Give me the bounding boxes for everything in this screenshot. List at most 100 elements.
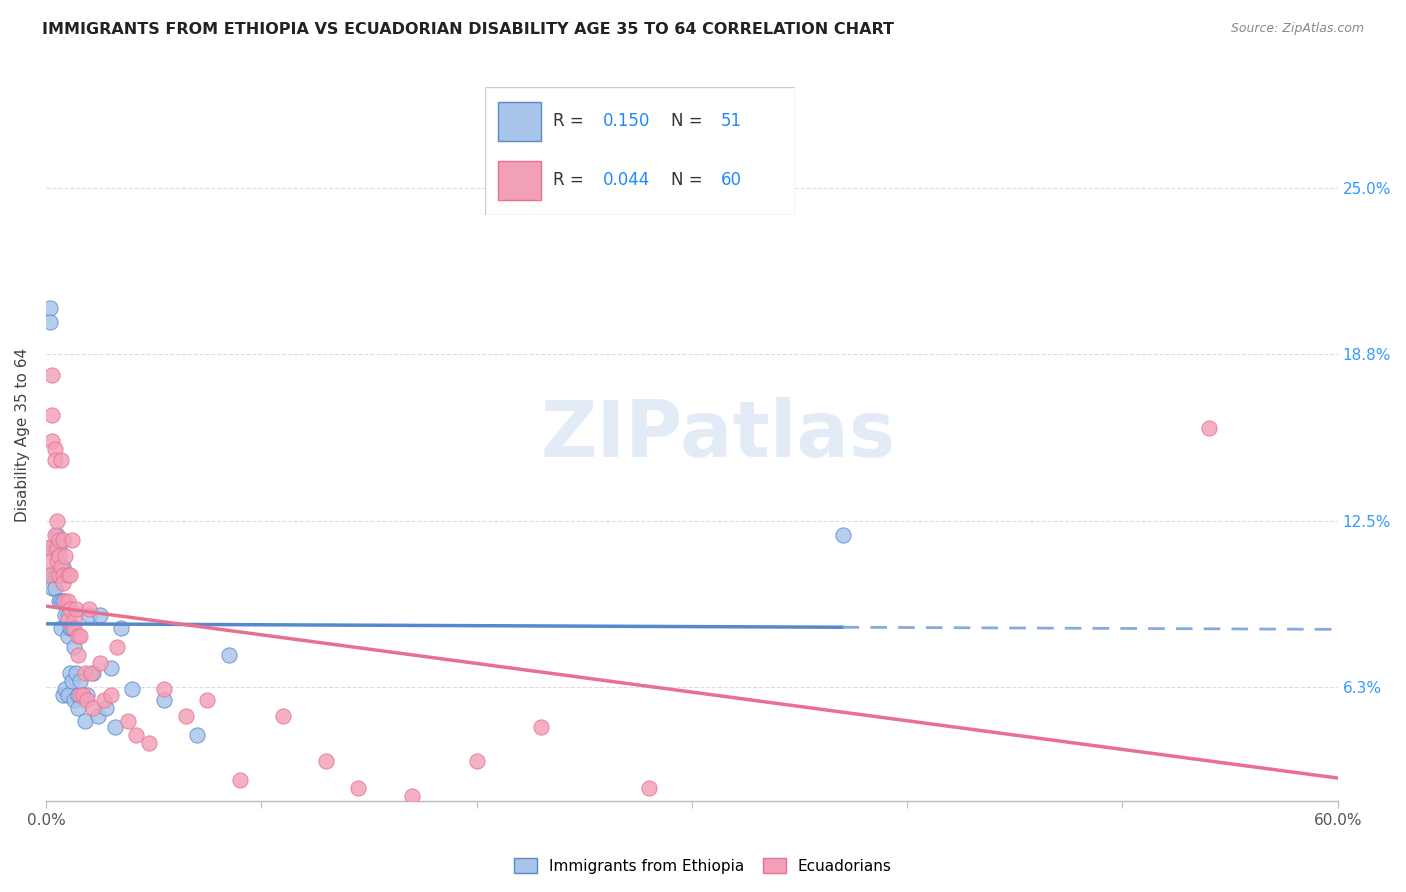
Point [315,754,337,768]
Point [67,701,90,715]
Point [45,541,67,555]
Point [56,567,79,582]
Text: Source: ZipAtlas.com: Source: ZipAtlas.com [1230,22,1364,36]
Point [347,780,370,795]
Point [37,541,59,555]
Point [72,688,94,702]
Point [39,567,62,582]
Point [56,594,79,608]
Point [73,714,96,729]
Point [45,554,67,568]
Point [59,567,82,582]
Point [229,772,252,787]
Point [76,693,98,707]
Point [105,640,128,654]
Point [60,674,83,689]
Point [53,594,76,608]
Point [138,735,160,749]
Point [48,533,70,547]
Point [82,701,104,715]
Point [100,688,122,702]
Point [67,648,90,662]
Point [69,688,91,702]
Point [56,613,79,627]
Point [117,714,139,729]
Point [39,301,62,316]
Point [86,709,108,723]
Point [59,602,82,616]
Point [125,727,148,741]
Text: ZIPatlas: ZIPatlas [540,397,896,473]
Point [45,541,67,555]
Point [153,693,176,707]
Point [465,754,488,768]
Point [45,515,67,529]
Point [52,533,75,547]
Point [41,408,63,422]
Point [48,567,70,582]
Point [271,709,294,723]
Point [44,453,66,467]
Point [41,581,63,595]
Point [153,682,176,697]
Point [530,720,553,734]
Point [56,629,79,643]
Point [69,629,91,643]
Point [69,674,91,689]
Point [44,581,66,595]
Point [52,688,75,702]
Point [63,621,86,635]
Point [49,559,72,574]
Point [39,315,62,329]
Point [104,720,127,734]
Point [60,621,83,635]
Point [93,693,115,707]
Point [60,533,83,547]
Point [96,701,118,715]
Point [218,648,240,662]
Point [76,688,98,702]
Point [49,621,72,635]
Point [53,682,76,697]
Point [45,567,67,582]
Point [41,368,63,382]
Point [186,727,208,741]
Point [48,594,70,608]
Point [52,559,75,574]
Point [67,629,90,643]
Point [63,693,86,707]
Point [59,621,82,635]
Point [49,559,72,574]
Point [89,607,111,622]
Y-axis label: Disability Age 35 to 64: Disability Age 35 to 64 [15,348,30,522]
Point [82,666,104,681]
Point [89,656,111,670]
Point [174,709,197,723]
Point [37,541,59,555]
Text: IMMIGRANTS FROM ETHIOPIA VS ECUADORIAN DISABILITY AGE 35 TO 64 CORRELATION CHART: IMMIGRANTS FROM ETHIOPIA VS ECUADORIAN D… [42,22,894,37]
Point [1198,421,1220,435]
Point [72,688,94,702]
Point [44,442,66,457]
Point [197,693,219,707]
Point [63,640,86,654]
Point [121,682,143,697]
Point [44,527,66,541]
Point [44,541,66,555]
Point [63,613,86,627]
Point [67,688,90,702]
Point [59,666,82,681]
Point [48,567,70,582]
Point [48,541,70,555]
Point [53,549,76,563]
Point [49,453,72,467]
Point [56,607,79,622]
Point [77,602,100,616]
Point [73,666,96,681]
Point [49,594,72,608]
Point [65,666,87,681]
Point [56,688,79,702]
Point [41,567,63,582]
Point [80,666,103,681]
Legend: Immigrants from Ethiopia, Ecuadorians: Immigrants from Ethiopia, Ecuadorians [508,852,898,880]
